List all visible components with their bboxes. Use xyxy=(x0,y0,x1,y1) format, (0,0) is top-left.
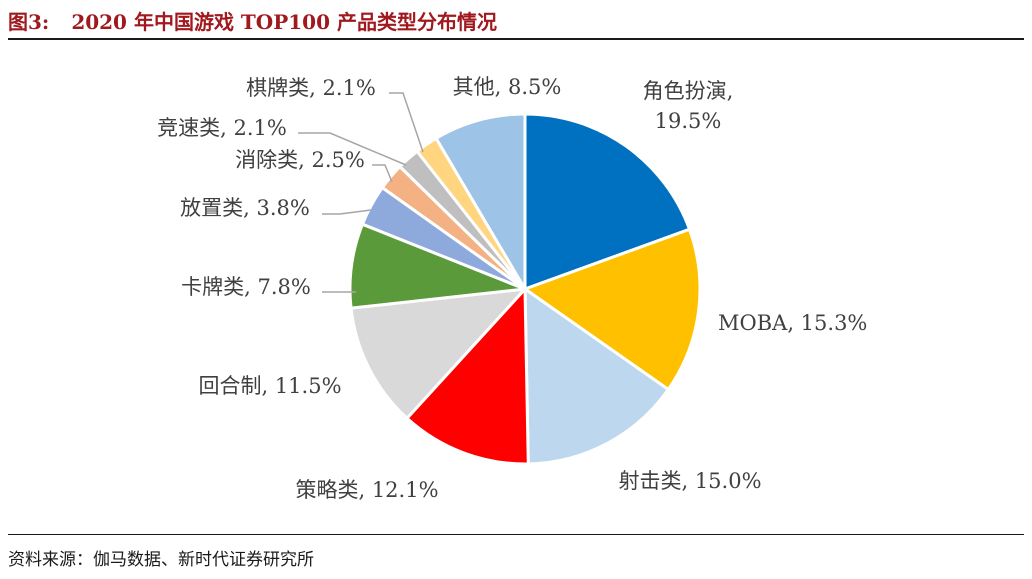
slice-label: 卡牌类, 7.8% xyxy=(181,275,311,299)
leader-lines xyxy=(298,92,424,293)
pie-slice xyxy=(523,287,670,466)
slice-label: 竞速类, 2.1% xyxy=(157,116,287,140)
slice-label: 消除类, 2.5% xyxy=(235,148,365,172)
leader-line xyxy=(322,209,372,215)
pie-chart: 角色扮演, 19.5% MOBA, 15.3% 射击类, 15.0% 策略类, 12.1… xyxy=(157,75,867,502)
bottom-rule xyxy=(8,534,1024,535)
pie-slice xyxy=(434,112,527,291)
slice-label: 角色扮演, 19.5% xyxy=(643,79,734,133)
leader-line xyxy=(298,132,407,166)
figure-number: 图3: xyxy=(8,9,50,34)
slice-label: 射击类, 15.0% xyxy=(618,469,761,493)
figure-header: 图3: 2020 年中国游戏 TOP100 产品类型分布情况 xyxy=(8,4,497,36)
slice-label: 策略类, 12.1% xyxy=(295,478,438,502)
top-rule xyxy=(8,38,1024,40)
pie-slices xyxy=(348,112,702,466)
pie-slice xyxy=(523,112,692,291)
slice-label: 棋牌类, 2.1% xyxy=(246,76,376,100)
source-note: 资料来源：伽马数据、新时代证券研究所 xyxy=(8,550,314,570)
slice-label: 放置类, 3.8% xyxy=(180,196,310,220)
leader-line xyxy=(389,92,424,153)
figure-title: 2020 年中国游戏 TOP100 产品类型分布情况 xyxy=(71,9,497,34)
slice-labels: 角色扮演, 19.5% MOBA, 15.3% 射击类, 15.0% 策略类, 12.1… xyxy=(157,75,867,502)
pie-slice xyxy=(349,287,527,420)
pie-slice xyxy=(523,227,702,391)
slice-label: 其他, 8.5% xyxy=(453,75,562,99)
pie-slice xyxy=(405,287,530,466)
leader-line xyxy=(372,164,393,183)
slice-label: 回合制, 11.5% xyxy=(198,374,341,398)
slice-label: MOBA, 15.3% xyxy=(718,311,867,335)
